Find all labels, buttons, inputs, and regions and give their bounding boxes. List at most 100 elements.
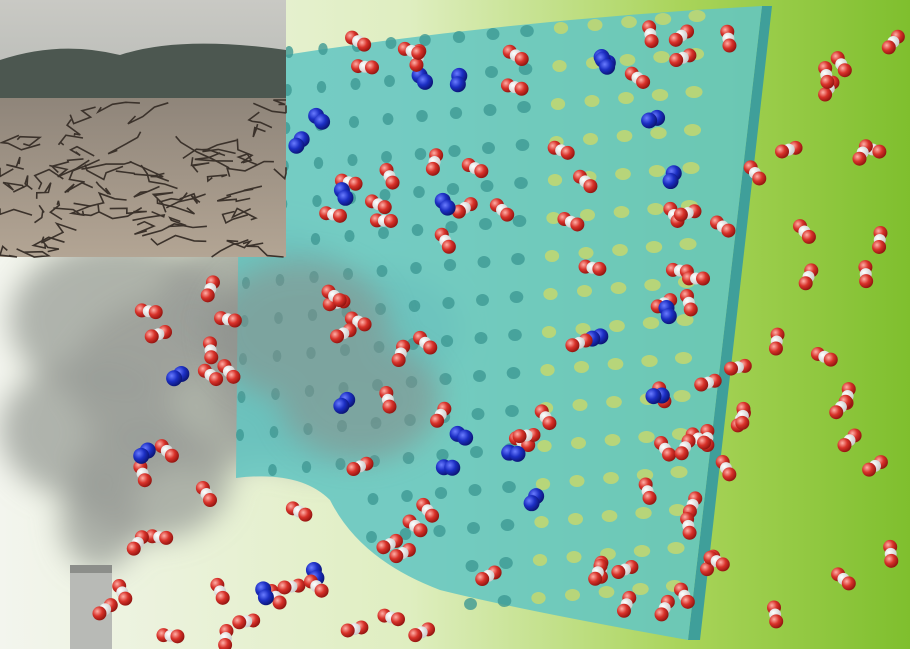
atom [514, 81, 529, 96]
atom [801, 229, 816, 244]
crack [216, 195, 251, 203]
water-molecule [831, 567, 856, 591]
atom [752, 171, 767, 186]
atom [164, 448, 179, 463]
crack [141, 223, 207, 237]
water-molecule [565, 333, 593, 353]
pore [515, 139, 530, 151]
water-molecule [715, 455, 737, 482]
water-molecule [668, 24, 695, 47]
inset-ground [0, 98, 286, 257]
pore [619, 54, 636, 66]
pore [465, 560, 479, 572]
crack [6, 156, 24, 170]
pore [474, 332, 488, 344]
atom [668, 32, 683, 47]
crack [150, 234, 207, 246]
pore [439, 373, 452, 385]
atom [357, 317, 372, 332]
atom [389, 549, 404, 564]
water-molecule [638, 477, 657, 505]
atom [645, 388, 662, 405]
water-molecule [682, 491, 703, 519]
atom [425, 508, 440, 523]
water-molecule [112, 579, 133, 606]
water-molecule [872, 226, 888, 254]
pore [313, 157, 324, 169]
pore [514, 177, 528, 189]
n2-molecule [645, 387, 670, 405]
atom [641, 112, 658, 129]
crack [175, 135, 230, 169]
water-molecule [489, 198, 515, 222]
crack [221, 210, 249, 225]
pore [482, 142, 495, 154]
atom [126, 541, 141, 556]
water-molecule [145, 529, 174, 545]
water-molecule [197, 363, 224, 387]
n2-molecule [435, 459, 461, 476]
n2-molecule [133, 442, 156, 464]
atom [654, 607, 669, 622]
n2-molecule [641, 109, 666, 129]
atom [330, 329, 345, 344]
water-molecule [377, 608, 405, 627]
pore [609, 320, 625, 332]
atom [700, 562, 715, 577]
crack [236, 138, 254, 164]
pore [486, 28, 500, 40]
atom [475, 572, 490, 587]
atom [391, 353, 406, 368]
pore [402, 452, 415, 464]
atom [642, 490, 657, 505]
atom [170, 629, 185, 644]
water-molecule [830, 51, 852, 78]
pore [470, 446, 483, 458]
pore [603, 472, 619, 484]
atom [680, 594, 695, 609]
n2-molecule [288, 131, 310, 154]
crack [190, 157, 210, 173]
crack [230, 207, 258, 221]
water-molecule [709, 215, 736, 238]
water-molecule [416, 497, 440, 523]
water-molecule [379, 385, 397, 414]
water-molecule [126, 530, 149, 556]
pore [505, 405, 519, 417]
water-molecule [402, 514, 428, 538]
water-molecule [413, 330, 438, 355]
crack [2, 181, 25, 191]
crack [49, 200, 63, 221]
crack [65, 119, 81, 136]
atom [257, 589, 274, 606]
atom [423, 340, 438, 355]
pore [598, 586, 615, 598]
water-molecule [285, 501, 313, 522]
atom [673, 207, 688, 222]
water-molecule [434, 227, 456, 254]
n2-molecule [662, 165, 682, 190]
atom [841, 576, 856, 591]
pore [566, 551, 582, 563]
pore [512, 215, 527, 227]
n2-molecule [166, 365, 190, 387]
water-molecule [611, 559, 639, 580]
atom [823, 352, 838, 367]
pore [552, 60, 567, 72]
inset-cracks [0, 99, 287, 258]
atom [457, 429, 474, 446]
atom [474, 164, 489, 179]
pore [685, 86, 703, 98]
pore [511, 253, 525, 265]
atom [218, 637, 233, 649]
pore [344, 230, 355, 242]
pore [419, 34, 431, 46]
atom [509, 445, 526, 462]
water-molecule [345, 30, 372, 52]
crack [16, 135, 43, 147]
water-molecule [654, 594, 675, 622]
pore [408, 300, 421, 312]
pore [237, 391, 246, 403]
pore [433, 525, 446, 537]
